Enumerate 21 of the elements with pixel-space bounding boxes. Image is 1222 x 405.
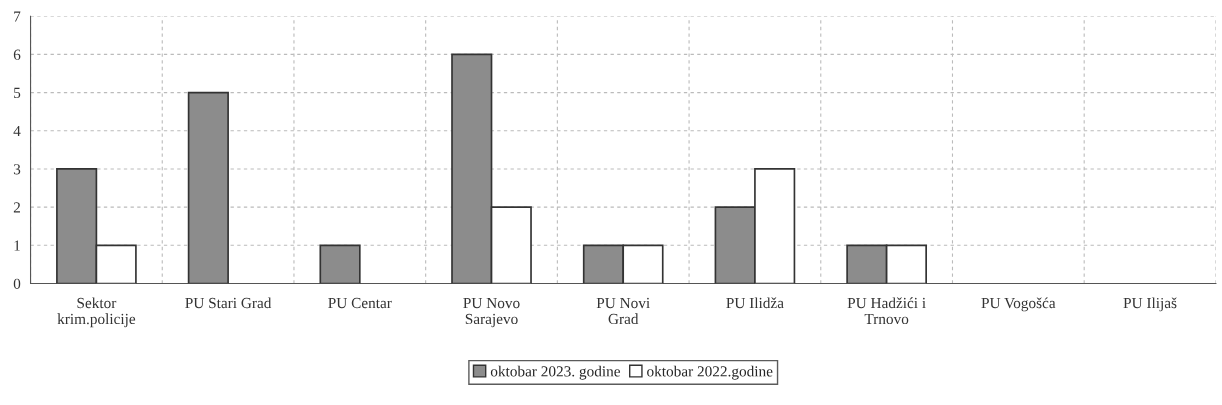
x-tick-label: Sektor krim.policije	[57, 297, 136, 328]
y-tick-label: 0	[13, 278, 21, 289]
x-tick-label: PU Ilidža	[726, 297, 784, 309]
y-tick-label: 2	[13, 202, 20, 213]
y-tick-label: 7	[14, 11, 21, 22]
legend-label: oktobar 2023. godine	[490, 365, 621, 380]
bar	[319, 244, 361, 284]
y-tick-label: 6	[13, 49, 21, 60]
x-tick-label: PU Centar	[328, 297, 392, 309]
bar	[187, 91, 229, 284]
x-tick-label: PU Hadžići i Trnovo	[847, 297, 926, 325]
y-tick-label: 5	[14, 87, 21, 99]
y-tick-label: 3	[13, 164, 21, 175]
y-tick-label: 1	[14, 240, 20, 251]
x-tick-label: PU Novo Sarajevo	[463, 297, 520, 328]
x-tick-label: PU Vogošća	[981, 297, 1056, 312]
x-tick-label: PU Stari Grad	[185, 297, 272, 309]
y-tick-label: 4	[13, 126, 21, 137]
x-tick-label: PU Novi Grad	[596, 297, 650, 325]
legend-label: oktobar 2022.godine	[647, 365, 773, 380]
x-tick-label: PU Ilijaš	[1123, 297, 1177, 312]
